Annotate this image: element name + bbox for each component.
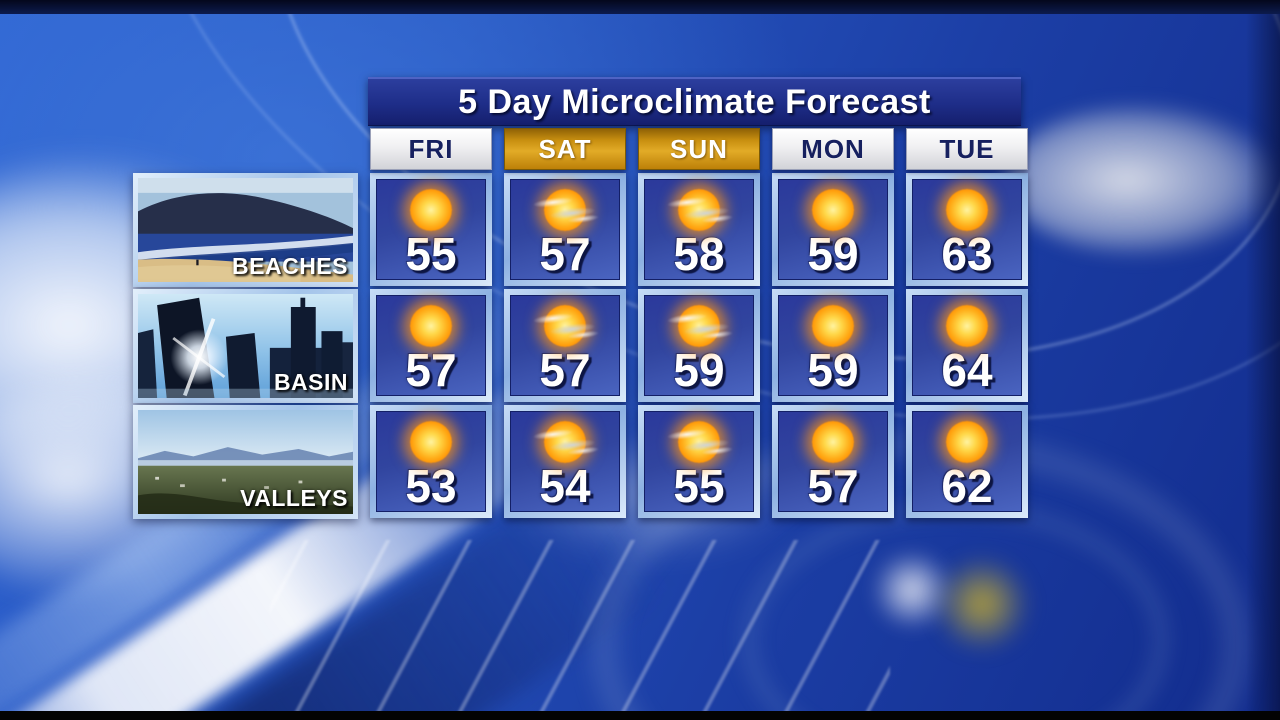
weather-icon [931, 300, 1003, 352]
temperature-value: 62 [941, 460, 993, 512]
cloud [1005, 105, 1275, 255]
forecast-cell: 55 [370, 173, 492, 286]
forecast-cell: 59 [772, 173, 894, 286]
blurred-yellow-blob [932, 556, 1032, 652]
region-card-basin: BASIN [133, 289, 358, 403]
forecast-title: 5 Day Microclimate Forecast [458, 82, 931, 121]
forecast-cell: 59 [638, 289, 760, 402]
weather-icon [931, 416, 1003, 468]
temperature-value: 58 [673, 228, 725, 280]
temperature-value: 57 [405, 344, 457, 396]
weather-icon [797, 416, 869, 468]
forecast-cell: 57 [772, 405, 894, 518]
temperature-value: 57 [807, 460, 859, 512]
weather-icon [663, 184, 735, 236]
day-header-tue: TUE [906, 128, 1028, 170]
day-header-sat: SAT [504, 128, 626, 170]
forecast-cell: 59 [772, 289, 894, 402]
temperature-value: 54 [539, 460, 591, 512]
weather-icon [663, 300, 735, 352]
temperature-value: 63 [941, 228, 993, 280]
weather-icon [797, 300, 869, 352]
basin-photo [138, 294, 353, 398]
region-label: BASIN [273, 369, 348, 395]
forecast-title-bar: 5 Day Microclimate Forecast [368, 77, 1021, 126]
edge-shadow [1246, 0, 1280, 720]
region-label: BEACHES [232, 253, 348, 279]
region-label: VALLEYS [240, 485, 348, 511]
temperature-value: 57 [539, 344, 591, 396]
forecast-cell: 54 [504, 405, 626, 518]
forecast-cell: 64 [906, 289, 1028, 402]
temperature-value: 59 [807, 344, 859, 396]
weather-icon [663, 416, 735, 468]
forecast-cell: 62 [906, 405, 1028, 518]
temperature-value: 55 [405, 228, 457, 280]
forecast-cell: 63 [906, 173, 1028, 286]
forecast-cell: 55 [638, 405, 760, 518]
weather-icon [931, 184, 1003, 236]
temperature-value: 57 [539, 228, 591, 280]
temperature-value: 53 [405, 460, 457, 512]
day-header-mon: MON [772, 128, 894, 170]
region-card-beaches: BEACHES [133, 173, 358, 287]
forecast-cell: 58 [638, 173, 760, 286]
weather-icon [395, 300, 467, 352]
weather-icon [395, 416, 467, 468]
temperature-value: 55 [673, 460, 725, 512]
day-header-fri: FRI [370, 128, 492, 170]
valleys-photo [138, 410, 353, 514]
forecast-cell: 57 [504, 173, 626, 286]
forecast-cell: 53 [370, 405, 492, 518]
day-header-sun: SUN [638, 128, 760, 170]
weather-icon [797, 184, 869, 236]
temperature-value: 64 [941, 344, 993, 396]
weather-icon [395, 184, 467, 236]
letterbox-top [0, 0, 1280, 14]
weather-icon [529, 300, 601, 352]
temperature-value: 59 [807, 228, 859, 280]
weather-icon [529, 416, 601, 468]
forecast-cell: 57 [370, 289, 492, 402]
region-card-valleys: VALLEYS [133, 405, 358, 519]
forecast-cell: 57 [504, 289, 626, 402]
temperature-value: 59 [673, 344, 725, 396]
letterbox-bottom [0, 711, 1280, 720]
beach-photo [138, 178, 353, 282]
weather-icon [529, 184, 601, 236]
